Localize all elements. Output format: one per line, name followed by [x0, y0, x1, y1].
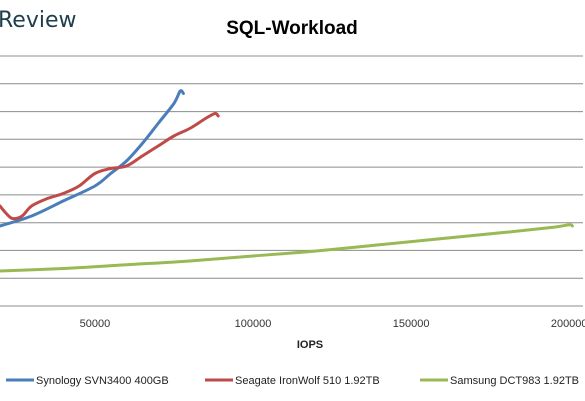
- series-line-2: [0, 111, 220, 221]
- legend-label: Samsung DCT983 1.92TB: [450, 375, 579, 387]
- chart-title: SQL-Workload: [226, 18, 358, 39]
- series-line-3: [0, 223, 574, 273]
- x-tick-labels: 50000 100000 150000 200000: [80, 318, 585, 330]
- legend-label: Seagate IronWolf 510 1.92TB: [235, 375, 380, 387]
- x-tick-label: 50000: [80, 318, 111, 330]
- x-tick-label: 200000: [551, 318, 585, 330]
- series-lines: [0, 89, 574, 273]
- brand-logo-text: Review: [0, 8, 77, 33]
- x-tick-label: 150000: [393, 318, 430, 330]
- x-tick-label: 100000: [235, 318, 272, 330]
- gridlines: [0, 55, 583, 307]
- series-line-1: [0, 89, 185, 228]
- x-axis-label: IOPS: [297, 339, 323, 351]
- legend-label: Synology SVN3400 400GB: [36, 375, 169, 387]
- legend: Synology SVN3400 400GB Seagate IronWolf 5…: [6, 375, 579, 387]
